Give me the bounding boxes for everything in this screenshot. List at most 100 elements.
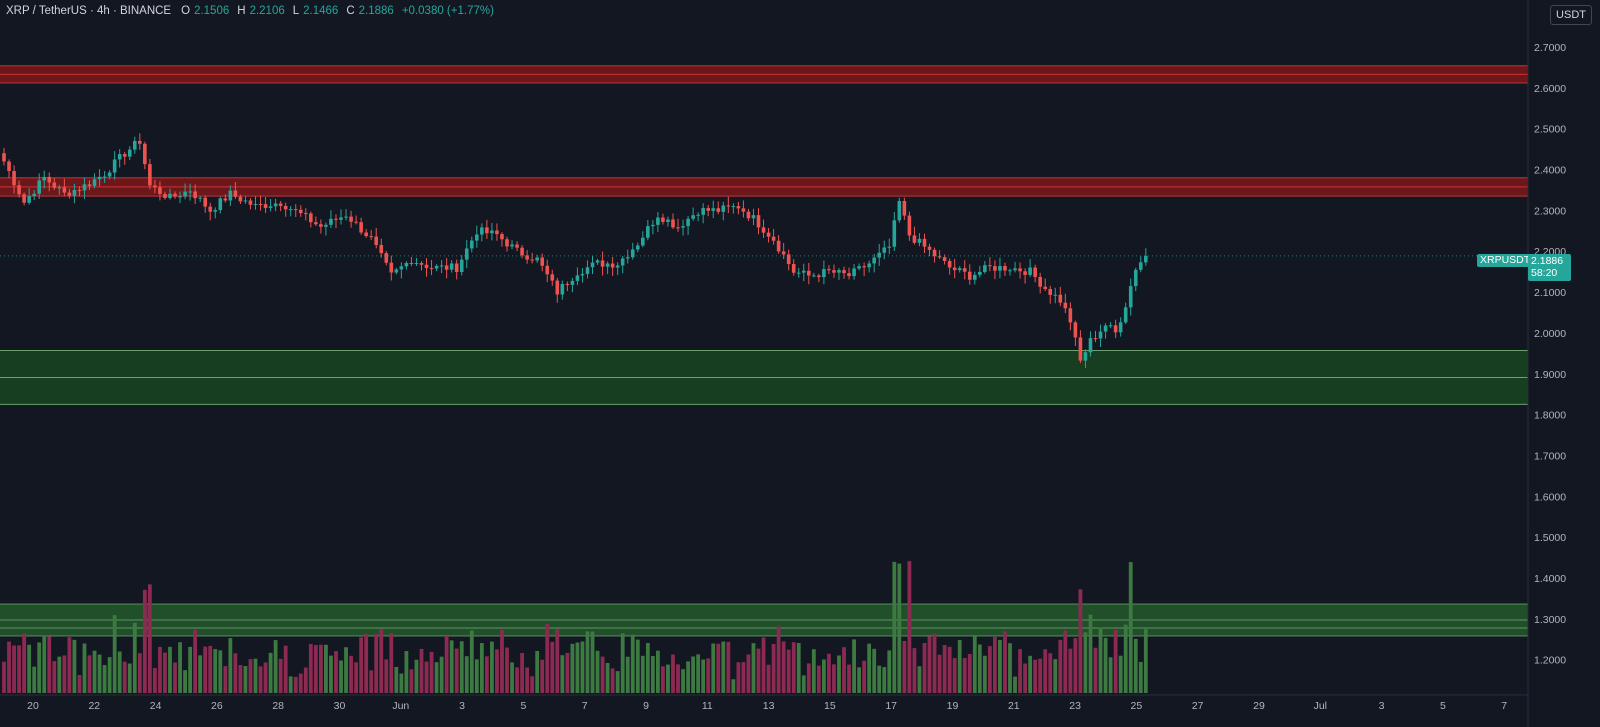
candle-body [892,220,897,247]
volume-bar [439,656,444,693]
volume-bar [932,633,937,693]
volume-bar [484,656,489,693]
volume-bar [761,637,766,693]
axes-layer: 2.70002.60002.50002.40002.30002.20002.10… [0,0,1566,727]
y-tick-label: 1.8000 [1534,410,1566,422]
y-tick-label: 2.6000 [1534,83,1566,95]
candle-body [27,196,31,203]
volume-bar [535,650,540,693]
volume-bar [32,666,37,693]
volume-bar [102,665,107,693]
volume-bar [982,655,987,693]
change-value: +0.0380 (+1.77%) [401,5,494,17]
volume-bar [47,636,52,693]
volume-bar [816,665,821,693]
volume-bar [862,660,867,693]
candle-body [1128,286,1133,308]
candle-body [560,284,565,295]
volume-bar [349,655,353,693]
volume-bar [666,664,670,693]
volume-bar [590,631,595,693]
candle-body [983,265,987,272]
volume-bar [354,662,358,693]
candle-body [897,201,902,221]
candle-body [600,260,605,267]
candle-body [671,219,675,228]
volume-bar [1103,637,1108,693]
volume-bar [414,659,419,693]
volume-bar [771,643,776,693]
volume-bar [947,646,952,693]
volume-bar [686,661,690,693]
candle-body [22,194,26,203]
candle-body [1118,322,1123,333]
volume-bar [1113,629,1118,693]
volume-bar [852,639,856,693]
candle-body [268,206,273,208]
candle-body [127,149,132,157]
volume-bar [731,679,736,693]
y-tick-label: 2.7000 [1534,42,1566,54]
volume-bar [1123,624,1128,693]
volume-bar [379,629,384,693]
volume-bar [444,635,449,693]
candle-body [1063,302,1068,309]
candle-body [1013,268,1017,271]
candle-body [17,185,21,195]
volume-bar [1143,629,1148,693]
volume-bar [218,650,223,693]
candle-body [525,255,529,260]
volume-bar [781,641,786,693]
candle-body [1008,270,1012,272]
candle-body [334,218,338,220]
currency-button[interactable]: USDT [1550,5,1592,25]
last-price-box: 2.1886 58:20 [1528,254,1571,281]
x-tick-label: 26 [211,700,223,712]
candle-body [449,263,454,270]
volume-bar [791,642,796,693]
volume-bar [1003,631,1007,693]
y-tick-label: 2.0000 [1534,328,1566,340]
volume-bar [183,670,187,693]
volume-bar [17,645,21,693]
candle-body [696,214,700,216]
volume-bar [429,651,434,693]
volume-bar [12,645,16,693]
candle-body [580,273,585,276]
x-tick-label: 3 [1379,700,1385,712]
candle-body [122,154,127,157]
volume-bar [892,561,897,693]
high-value: 2.2106 [249,5,285,17]
candle-body [761,227,766,233]
candle-body [1103,325,1108,332]
candle-body [475,234,479,241]
candle-body [97,176,102,180]
candle-body [615,265,620,268]
x-tick-label: 22 [88,700,100,712]
candle-body [993,266,997,271]
candle-body [107,172,112,177]
candle-body [409,262,414,264]
candle-body [278,203,283,206]
candle-body [163,193,167,199]
candle-body [801,270,806,273]
candle-body [72,189,77,196]
volume-bar [635,639,640,693]
symbol-label[interactable]: XRP / TetherUS · 4h · BINANCE [6,5,172,17]
candle-body [52,182,57,188]
volume-bar [530,676,535,693]
volume-bar [595,650,600,693]
candle-body [238,196,243,202]
volume-bar [424,661,429,693]
candle-body [1083,352,1088,361]
volume-bar [645,643,650,693]
candle-body [429,268,434,270]
volume-bar [681,669,685,693]
candle-body [248,200,253,205]
volume-bar [1033,659,1038,693]
candle-body [962,268,967,272]
volume-bar [942,645,947,693]
candle-body [842,270,846,274]
